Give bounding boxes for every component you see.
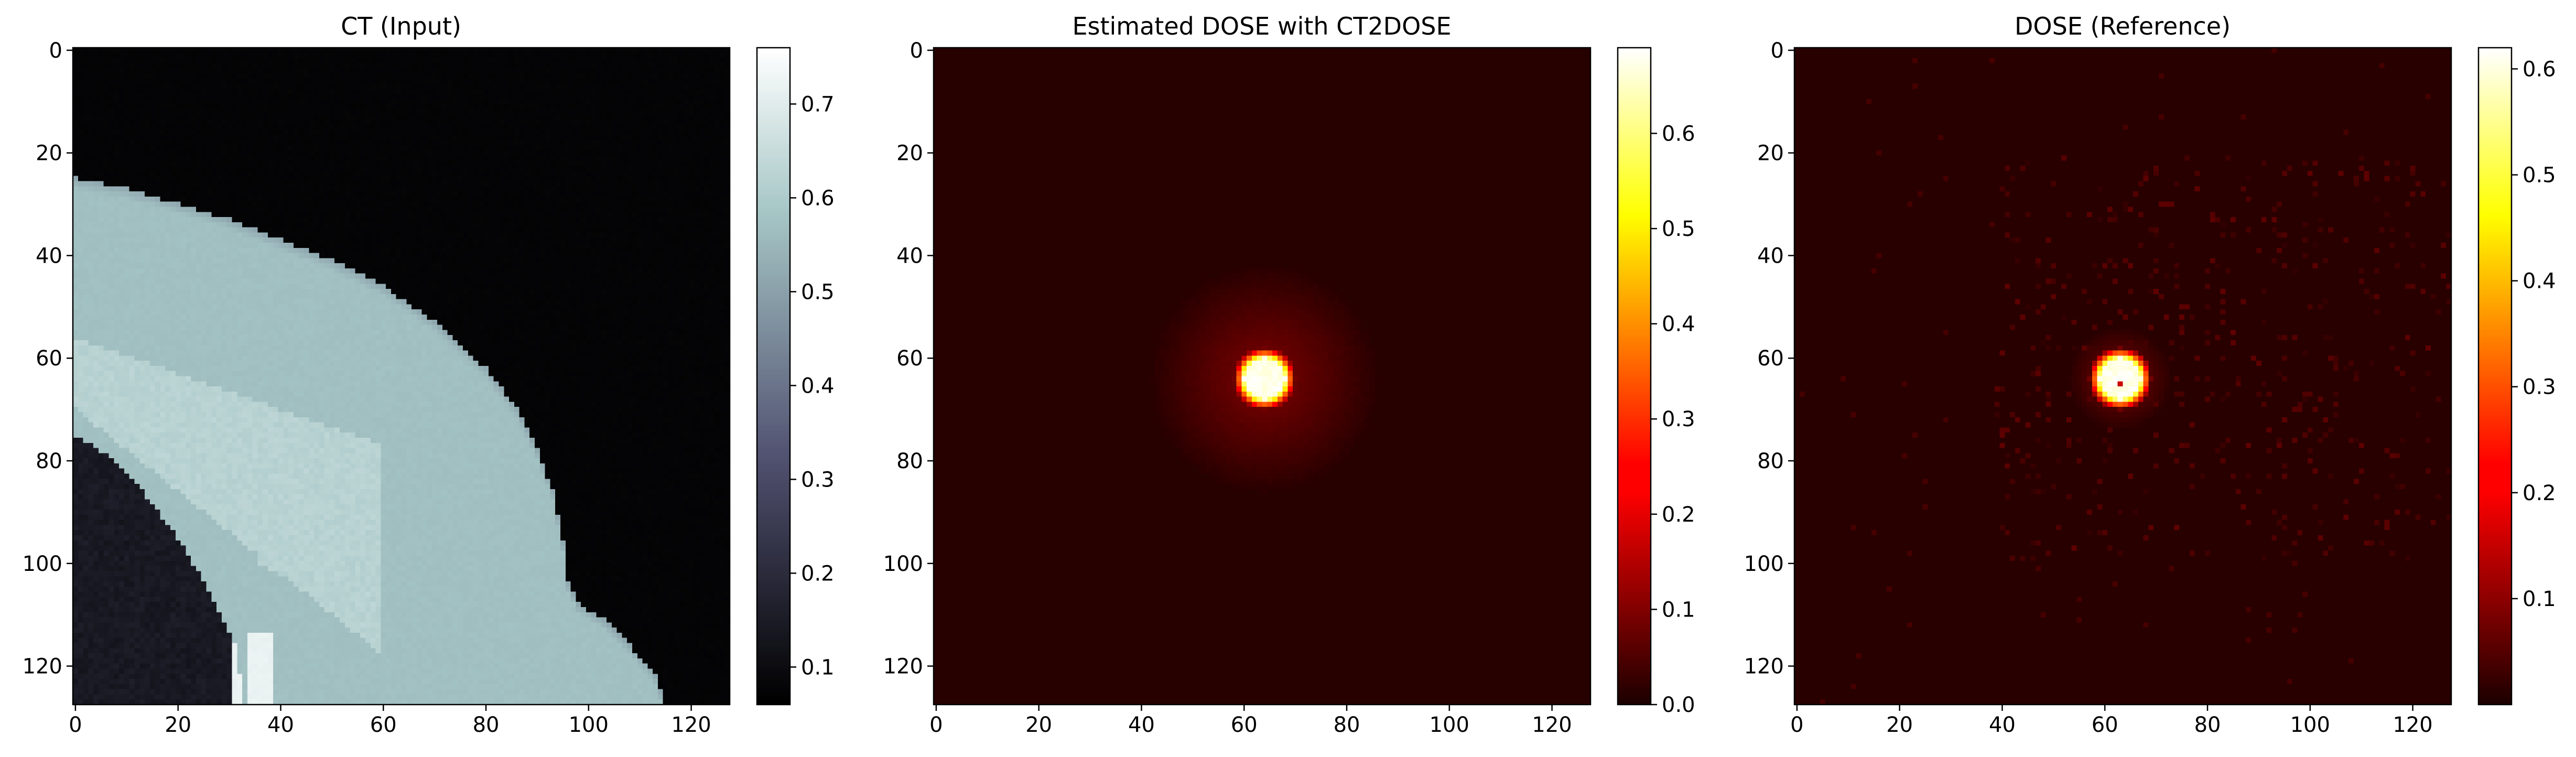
x-tick-label: 80 (2194, 713, 2221, 737)
x-tick-label: 60 (370, 713, 397, 737)
axes-frame-estimated-dose (933, 47, 1592, 706)
colorbar-tick-label: 0.5 (1662, 217, 1695, 241)
x-tick-label: 40 (267, 713, 294, 737)
colorbar-tick-label: 0.6 (801, 186, 835, 210)
x-ticks-reference-dose: 0 20 40 60 80 100 120 (1790, 705, 2433, 737)
y-tick-label: 20 (36, 142, 62, 166)
colorbar-reference-dose (2478, 48, 2512, 705)
colorbar-tick-label: 0.4 (1662, 312, 1695, 337)
y-tick-label: 100 (23, 552, 62, 576)
heatmap-estimated-dose (934, 48, 1590, 705)
y-tick-label: 100 (883, 552, 923, 576)
colorbar-tick-label: 0.6 (1662, 122, 1695, 146)
colorbar-tick-label: 0.2 (2523, 481, 2556, 505)
x-tick-label: 20 (165, 713, 191, 737)
x-tick-label: 60 (1231, 713, 1258, 737)
colorbar-ticks-reference-dose: 0.1 0.2 0.3 0.4 0.5 0.6 (2512, 57, 2556, 611)
y-tick-label: 20 (1757, 142, 1784, 166)
colorbar-tick-label: 0.0 (1662, 693, 1695, 717)
y-tick-label: 20 (896, 142, 923, 166)
colorbar-ticks-ct: 0.1 0.2 0.3 0.4 0.5 0.6 0.7 (790, 92, 835, 679)
colorbar-ct (757, 48, 790, 705)
y-tick-label: 100 (1744, 552, 1784, 576)
y-tick-label: 120 (23, 655, 62, 679)
colorbar-tick-label: 0.6 (2523, 57, 2556, 81)
colorbar-tick-label: 0.1 (2523, 587, 2556, 611)
y-tick-label: 40 (896, 244, 923, 268)
x-tick-label: 120 (2393, 713, 2432, 737)
colorbar-frame-estimated-dose (1617, 47, 1652, 706)
y-ticks-reference-dose: 0 20 40 60 80 100 120 (1744, 39, 1794, 679)
x-tick-label: 100 (569, 713, 609, 737)
y-tick-label: 40 (1757, 244, 1784, 268)
colorbar-tick-label: 0.4 (801, 374, 835, 398)
heatmap-reference-dose (1794, 48, 2451, 705)
panel-title-ct: CT (Input) (341, 12, 461, 40)
x-tick-label: 40 (1989, 713, 2016, 737)
x-tick-label: 0 (1790, 713, 1803, 737)
colorbar-tick-label: 0.5 (2523, 164, 2556, 188)
x-tick-label: 100 (2290, 713, 2330, 737)
heatmap-ct (73, 48, 730, 705)
colorbar-tick-label: 0.5 (801, 280, 835, 304)
colorbar-tick-label: 0.3 (1662, 407, 1695, 431)
y-ticks-ct: 0 20 40 60 80 100 120 (23, 39, 73, 679)
x-tick-label: 100 (1430, 713, 1469, 737)
colorbar-tick-label: 0.1 (1662, 598, 1695, 622)
panel-title-estimated-dose: Estimated DOSE with CT2DOSE (1072, 12, 1451, 40)
colorbar-estimated-dose (1618, 48, 1651, 705)
y-tick-label: 120 (883, 655, 923, 679)
x-tick-label: 80 (1334, 713, 1360, 737)
panel-reference-dose: DOSE (Reference) 0 20 40 60 80 100 120 0 20 40 60… (1744, 12, 2556, 737)
axes-frame-ct (72, 47, 731, 706)
x-tick-label: 60 (2092, 713, 2118, 737)
x-tick-label: 20 (1886, 713, 1913, 737)
x-tick-label: 120 (1532, 713, 1572, 737)
x-tick-label: 80 (473, 713, 500, 737)
y-tick-label: 80 (1757, 449, 1784, 473)
panel-estimated-dose: Estimated DOSE with CT2DOSE 0 20 40 60 80 100… (883, 12, 1695, 737)
x-tick-label: 0 (929, 713, 943, 737)
x-ticks-ct: 0 20 40 60 80 100 120 (69, 705, 711, 737)
colorbar-tick-label: 0.3 (801, 468, 835, 492)
colorbar-tick-label: 0.2 (1662, 503, 1695, 527)
colorbar-frame-ct (756, 47, 791, 706)
y-tick-label: 40 (36, 244, 62, 268)
colorbar-tick-label: 0.7 (801, 92, 835, 116)
x-tick-label: 40 (1128, 713, 1155, 737)
x-tick-label: 0 (69, 713, 82, 737)
colorbar-ticks-estimated-dose: 0.0 0.1 0.2 0.3 0.4 0.5 0.6 (1651, 122, 1695, 717)
y-tick-label: 80 (36, 449, 62, 473)
x-ticks-estimated-dose: 0 20 40 60 80 100 120 (929, 705, 1572, 737)
colorbar-tick-label: 0.3 (2523, 375, 2556, 399)
colorbar-tick-label: 0.2 (801, 561, 835, 586)
colorbar-tick-label: 0.1 (801, 655, 835, 679)
colorbar-tick-label: 0.4 (2523, 269, 2556, 294)
x-tick-label: 120 (671, 713, 711, 737)
x-tick-label: 20 (1025, 713, 1052, 737)
y-tick-label: 120 (1744, 655, 1784, 679)
colorbar-frame-reference-dose (2477, 47, 2513, 706)
y-tick-label: 0 (49, 39, 62, 63)
axes-frame-reference-dose (1793, 47, 2452, 706)
y-tick-label: 0 (1771, 39, 1784, 63)
y-ticks-estimated-dose: 0 20 40 60 80 100 120 (883, 39, 934, 679)
panel-ct: CT (Input) 0 20 40 60 80 100 120 0 20 40 60 80 100 1… (23, 12, 835, 737)
y-tick-label: 60 (36, 347, 62, 371)
y-tick-label: 60 (896, 347, 923, 371)
y-tick-label: 60 (1757, 347, 1784, 371)
panel-title-reference-dose: DOSE (Reference) (2015, 12, 2231, 40)
y-tick-label: 0 (910, 39, 923, 63)
y-tick-label: 80 (896, 449, 923, 473)
